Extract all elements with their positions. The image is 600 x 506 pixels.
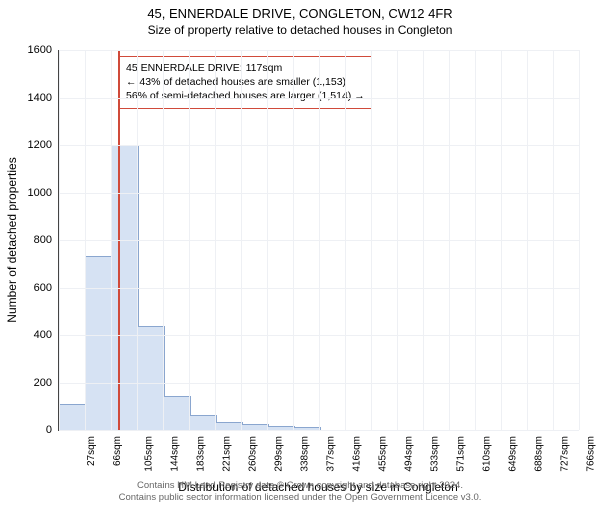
histogram-bar [59,404,87,430]
ytick-label: 800 [12,234,52,246]
gridline-v [163,50,164,430]
plot-region: 45 ENNERDALE DRIVE: 117sqm ← 43% of deta… [58,50,579,431]
xtick-label: 377sqm [326,436,337,472]
gridline-v [319,50,320,430]
gridline-v [293,50,294,430]
footer-line-2: Contains public sector information licen… [0,492,600,504]
gridline-v [449,50,450,430]
ytick-label: 1400 [12,92,52,104]
histogram-bar [215,422,243,430]
xtick-label: 105sqm [144,436,155,472]
histogram-bar [85,256,113,430]
chart-area: 45 ENNERDALE DRIVE: 117sqm ← 43% of deta… [58,50,578,430]
subtitle: Size of property relative to detached ho… [0,23,600,37]
xtick-label: 494sqm [404,436,415,472]
gridline-v [397,50,398,430]
ytick-label: 1000 [12,187,52,199]
footer-line-1: Contains HM Land Registry data © Crown c… [0,480,600,492]
gridline-v [371,50,372,430]
xtick-label: 533sqm [430,436,441,472]
xtick-label: 144sqm [170,436,181,472]
ytick-label: 1200 [12,139,52,151]
gridline-v [553,50,554,430]
gridline-v [345,50,346,430]
histogram-bar [189,415,217,430]
xtick-label: 766sqm [586,436,597,472]
gridline-v [475,50,476,430]
annotation-line-3: 56% of semi-detached houses are larger (… [126,89,365,103]
xtick-label: 66sqm [112,436,123,466]
annotation-line-1: 45 ENNERDALE DRIVE: 117sqm [126,61,365,75]
histogram-bar [137,326,165,430]
xtick-label: 221sqm [221,436,232,472]
xtick-label: 299sqm [273,436,284,472]
gridline-v [423,50,424,430]
xtick-label: 727sqm [559,436,570,472]
gridline-v [215,50,216,430]
gridline-v [267,50,268,430]
gridline-v [579,50,580,430]
xtick-label: 688sqm [533,436,544,472]
xtick-label: 649sqm [507,436,518,472]
gridline-v [85,50,86,430]
gridline-v [241,50,242,430]
main-title: 45, ENNERDALE DRIVE, CONGLETON, CW12 4FR [0,6,600,21]
xtick-label: 455sqm [378,436,389,472]
gridline-v [189,50,190,430]
xtick-label: 183sqm [196,436,207,472]
gridline-v [59,50,60,430]
gridline-v [501,50,502,430]
ytick-label: 600 [12,282,52,294]
ytick-label: 0 [12,424,52,436]
gridline-v [527,50,528,430]
ytick-label: 400 [12,329,52,341]
gridline-v [137,50,138,430]
gridline-v [111,50,112,430]
ytick-label: 1600 [12,44,52,56]
ytick-label: 200 [12,377,52,389]
xtick-label: 338sqm [299,436,310,472]
xtick-label: 260sqm [247,436,258,472]
xtick-label: 610sqm [481,436,492,472]
histogram-bar [163,396,190,430]
annotation-line-2: ← 43% of detached houses are smaller (1,… [126,75,365,89]
xtick-label: 571sqm [455,436,466,472]
gridline-h [59,430,579,431]
annotation-box: 45 ENNERDALE DRIVE: 117sqm ← 43% of deta… [119,56,372,109]
footer: Contains HM Land Registry data © Crown c… [0,480,600,504]
xtick-label: 416sqm [352,436,363,472]
xtick-label: 27sqm [86,436,97,466]
